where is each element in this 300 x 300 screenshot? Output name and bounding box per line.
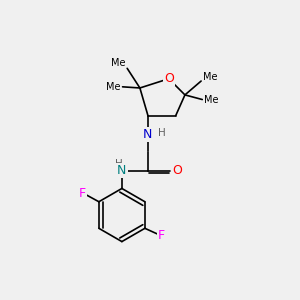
Text: H: H bbox=[158, 128, 165, 138]
Text: O: O bbox=[172, 164, 182, 177]
Text: Me: Me bbox=[106, 82, 121, 92]
Text: N: N bbox=[117, 164, 127, 177]
Text: F: F bbox=[158, 229, 165, 242]
Text: H: H bbox=[115, 159, 123, 169]
Text: Me: Me bbox=[203, 72, 218, 82]
Text: F: F bbox=[78, 187, 85, 200]
Text: N: N bbox=[143, 128, 152, 141]
Text: Me: Me bbox=[204, 94, 219, 104]
Text: O: O bbox=[164, 72, 174, 85]
Text: Me: Me bbox=[111, 58, 125, 68]
